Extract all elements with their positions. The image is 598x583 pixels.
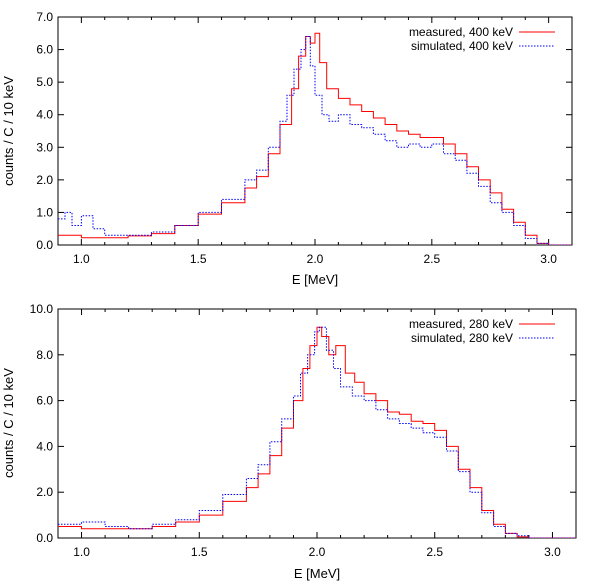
- y-tick-label: 0.0: [36, 238, 53, 252]
- chart-panel-2: 1.0 1.5 2.0 2.5 3.0 0.0 2.0 4.0 6.0 8.0 10.0 E [MeV…: [1, 302, 577, 581]
- y-tick-label: 6.0: [36, 43, 53, 57]
- x-tick-label: 1.0: [73, 252, 90, 266]
- legend-label: simulated, 400 keV: [411, 39, 513, 53]
- x-tick-label: 1.0: [73, 545, 90, 559]
- y-tick-label: 4.0: [36, 108, 53, 122]
- x-tick-label: 2.5: [423, 252, 440, 266]
- y-tick-label: 0.0: [36, 531, 53, 545]
- chart-panel-1: 1.0 1.5 2.0 2.5 3.0 0.0 1.0 2.0 3.0 4.0 5.0 6.0 7.0 E…: [1, 10, 573, 287]
- x-axis-label: E [MeV]: [294, 566, 340, 581]
- x-tick-label: 2.0: [309, 545, 326, 559]
- y-tick-label: 5.0: [36, 75, 53, 89]
- series-line-simulated: [58, 36, 572, 245]
- x-tick-label: 2.0: [307, 252, 324, 266]
- series-line-measured: [58, 32, 572, 245]
- x-tick-label: 1.5: [191, 545, 208, 559]
- x-tick-label: 2.5: [426, 545, 443, 559]
- x-tick-label: 1.5: [190, 252, 207, 266]
- y-axis-label: counts / C / 10 keV: [1, 368, 16, 478]
- series-line-measured: [58, 326, 576, 538]
- y-tick-label: 7.0: [36, 10, 53, 24]
- legend-label: measured, 280 keV: [409, 317, 513, 331]
- y-axis-label: counts / C / 10 keV: [1, 76, 16, 186]
- y-tick-label: 10.0: [30, 302, 54, 316]
- y-tick-label: 8.0: [36, 348, 53, 362]
- y-tick-label: 1.0: [36, 205, 53, 219]
- y-tick-label: 2.0: [36, 485, 53, 499]
- legend-label: simulated, 280 keV: [411, 331, 513, 345]
- y-tick-label: 2.0: [36, 173, 53, 187]
- x-tick-label: 3.0: [544, 545, 561, 559]
- y-tick-label: 6.0: [36, 394, 53, 408]
- legend-label: measured, 400 keV: [409, 25, 513, 39]
- series-line-simulated: [58, 326, 576, 538]
- x-tick-label: 3.0: [540, 252, 557, 266]
- x-axis-label: E [MeV]: [292, 272, 338, 287]
- y-tick-label: 3.0: [36, 140, 53, 154]
- y-tick-label: 4.0: [36, 439, 53, 453]
